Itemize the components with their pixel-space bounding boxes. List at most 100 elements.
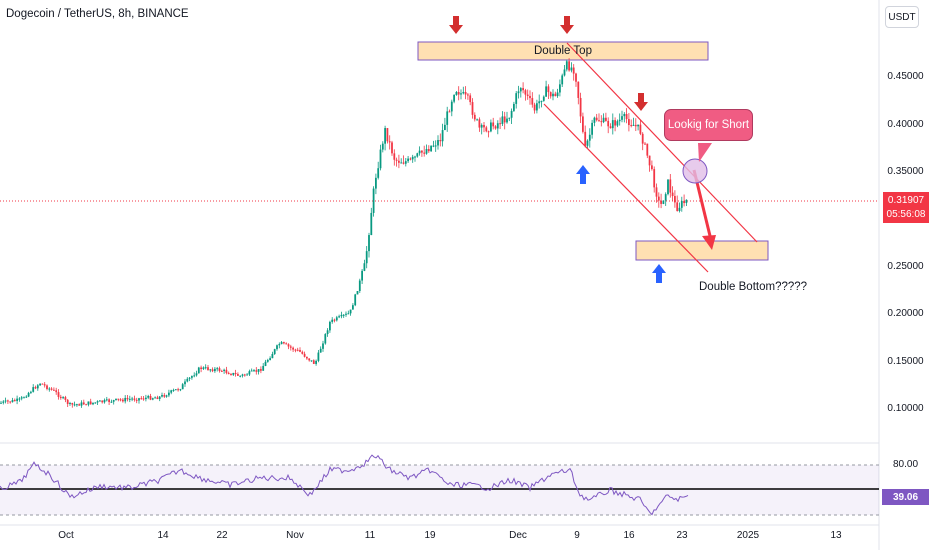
candle-body [168, 392, 170, 396]
candle-body [99, 400, 101, 402]
candle-body [418, 150, 421, 154]
candle-body [227, 372, 230, 375]
candle-body [577, 81, 580, 98]
candle-body [9, 401, 12, 403]
candle-body [352, 305, 354, 310]
candle-body [34, 387, 37, 389]
candle-body [421, 150, 423, 153]
candle-body [536, 103, 538, 111]
candle-body [188, 377, 191, 379]
candlestick-series [0, 58, 688, 408]
candle-body [529, 95, 531, 99]
candle-body [156, 397, 159, 400]
short-callout: Lookig for Short [664, 109, 753, 141]
rsi-value-tag: 39.06 [882, 489, 929, 505]
candle-body [292, 347, 294, 350]
candle-body [211, 369, 214, 372]
candle-body [559, 84, 561, 93]
candle-body [324, 334, 327, 344]
candle-body [55, 390, 58, 393]
candle-body [147, 395, 150, 398]
candle-body [430, 145, 432, 152]
candle-body [266, 359, 269, 362]
candle-body [616, 121, 619, 126]
candle-body [469, 95, 472, 103]
candle-body [262, 365, 265, 371]
candle-body [158, 396, 161, 400]
candle-body [345, 313, 347, 315]
candle-body [322, 343, 324, 349]
candle-body [273, 349, 276, 354]
candle-body [533, 104, 536, 111]
candle-body [20, 397, 23, 399]
double-bottom-label: Double Bottom????? [699, 281, 808, 293]
candle-body [503, 116, 506, 123]
candle-body [648, 155, 651, 166]
candle-body [554, 93, 557, 97]
candle-body [434, 145, 437, 147]
candle-body [667, 179, 669, 195]
candle-body [214, 368, 216, 372]
candle-body [151, 398, 154, 400]
candle-body [27, 392, 30, 397]
candle-body [59, 396, 62, 399]
candle-body [651, 165, 653, 170]
candle-body [142, 398, 145, 400]
candle-body [170, 390, 173, 393]
candle-body [260, 369, 262, 371]
candle-body [674, 196, 676, 203]
candle-body [220, 370, 223, 372]
candle-body [349, 309, 352, 314]
candle-body [669, 179, 672, 193]
candle-body [630, 125, 633, 127]
candle-body [618, 119, 621, 122]
candle-body [680, 200, 683, 208]
candle-body [439, 140, 442, 142]
candle-body [239, 375, 242, 377]
callout-circle [682, 158, 708, 184]
candle-body [623, 113, 626, 117]
candle-body [36, 385, 39, 389]
currency-button[interactable]: USDT [885, 6, 919, 28]
candle-body [386, 128, 389, 142]
candle-body [379, 149, 382, 169]
candle-body [149, 395, 152, 400]
candle-body [508, 117, 511, 119]
candle-body [308, 358, 311, 361]
candle-body [363, 263, 366, 271]
candle-body [232, 372, 235, 375]
time-label: 19 [424, 530, 436, 541]
time-label: 14 [157, 530, 169, 541]
candle-body [133, 398, 136, 400]
candle-body [444, 124, 446, 131]
candle-body [96, 401, 99, 403]
candle-body [177, 389, 179, 391]
candle-body [53, 389, 55, 391]
candle-body [94, 402, 97, 404]
price-label: 0.35000 [887, 166, 924, 177]
candle-body [547, 86, 550, 93]
candle-body [561, 75, 564, 85]
candle-body [174, 389, 177, 391]
candle-body [462, 92, 465, 94]
candle-body [161, 395, 163, 397]
candle-body [186, 378, 189, 382]
candle-body [368, 235, 370, 252]
candle-body [248, 371, 251, 375]
candle-body [416, 153, 419, 157]
candle-body [432, 145, 435, 147]
candle-body [480, 124, 483, 128]
candle-body [25, 396, 28, 398]
candle-body [591, 122, 593, 135]
candle-body [172, 389, 175, 391]
candle-body [165, 395, 168, 397]
candle-body [154, 397, 156, 399]
candle-body [549, 92, 552, 97]
candle-body [678, 207, 681, 211]
candle-body [377, 168, 380, 178]
candle-body [455, 91, 458, 95]
candle-body [135, 399, 138, 401]
candle-body [338, 316, 340, 318]
